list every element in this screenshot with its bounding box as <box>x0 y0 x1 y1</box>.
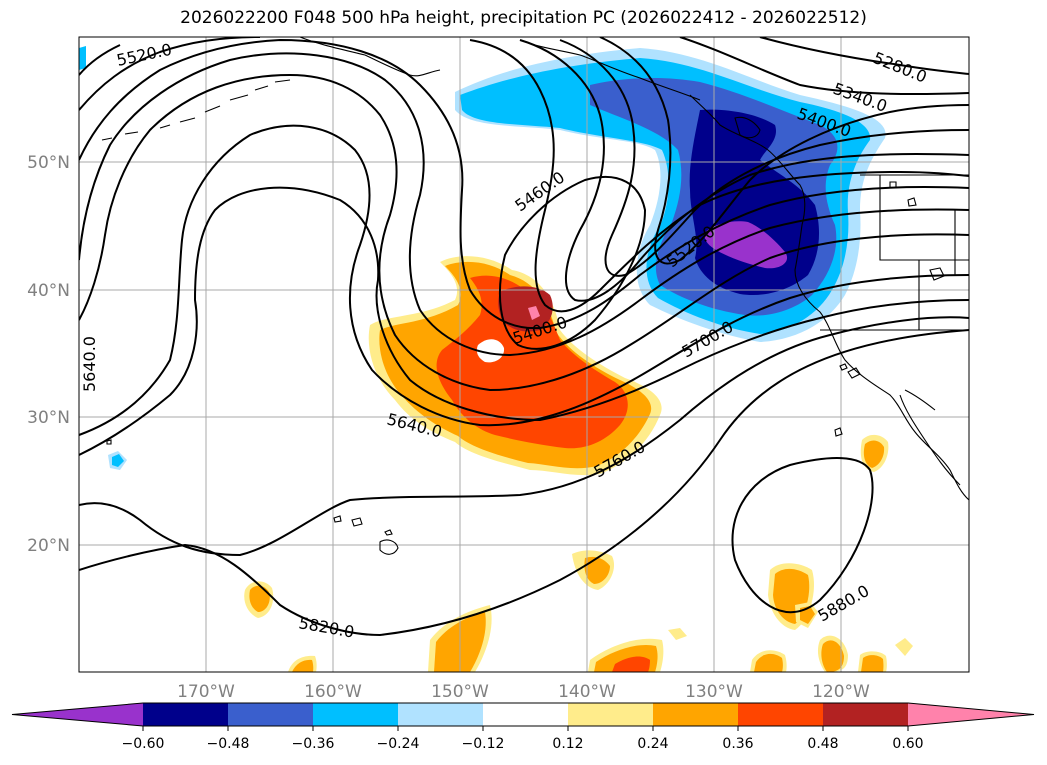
colorbar-segment <box>143 703 228 726</box>
colorbar-segment <box>483 703 568 726</box>
colorbar-segment <box>228 703 313 726</box>
lon-label-140w: 140°W <box>558 682 616 702</box>
coastlines <box>101 37 969 555</box>
colorbar-segment <box>568 703 653 726</box>
chart-title: 2026022200 F048 500 hPa height, precipit… <box>180 8 867 28</box>
lon-label-120w: 120°W <box>812 682 870 702</box>
lon-label-130w: 130°W <box>685 682 743 702</box>
colorbar-segment <box>313 703 398 726</box>
colorbar-tick-label: 0.36 <box>722 736 753 752</box>
colorbar-tick-label: −0.36 <box>292 736 335 752</box>
colorbar-tick-label: 0.48 <box>807 736 838 752</box>
lat-label-30n: 30°N <box>27 408 70 428</box>
colorbar-tick-label: 0.60 <box>892 736 923 752</box>
lat-label-40n: 40°N <box>27 281 70 301</box>
colorbar-tick-label: −0.48 <box>207 736 250 752</box>
height-contours <box>79 37 969 637</box>
contour-label: 5640.0 <box>80 336 99 392</box>
lon-label-150w: 150°W <box>431 682 489 702</box>
longitude-labels: 170°W 160°W 150°W 140°W 130°W 120°W <box>177 682 870 702</box>
colorbar-tick-label: −0.12 <box>462 736 505 752</box>
colorbar-extend-max <box>908 703 1034 726</box>
lat-label-20n: 20°N <box>27 536 70 556</box>
lon-label-170w: 170°W <box>177 682 235 702</box>
colorbar-tick-label: −0.24 <box>377 736 420 752</box>
colorbar-tick-label: 0.24 <box>637 736 668 752</box>
latitude-labels: 50°N 40°N 30°N 20°N <box>27 153 70 556</box>
colorbar-segment <box>738 703 823 726</box>
colorbar-tick-label: 0.12 <box>552 736 583 752</box>
colorbar: −0.60 −0.48 −0.36 −0.24 −0.12 0.12 0.24 0.36 0.4… <box>11 702 1035 752</box>
colorbar-segment <box>823 703 908 726</box>
precip-negative-shading <box>79 46 886 470</box>
colorbar-extend-min <box>12 703 143 726</box>
colorbar-tick-label: −0.60 <box>122 736 165 752</box>
colorbar-segment <box>653 703 738 726</box>
lat-label-50n: 50°N <box>27 153 70 173</box>
colorbar-segment <box>398 703 483 726</box>
map-frame <box>78 36 970 673</box>
lon-label-160w: 160°W <box>304 682 362 702</box>
